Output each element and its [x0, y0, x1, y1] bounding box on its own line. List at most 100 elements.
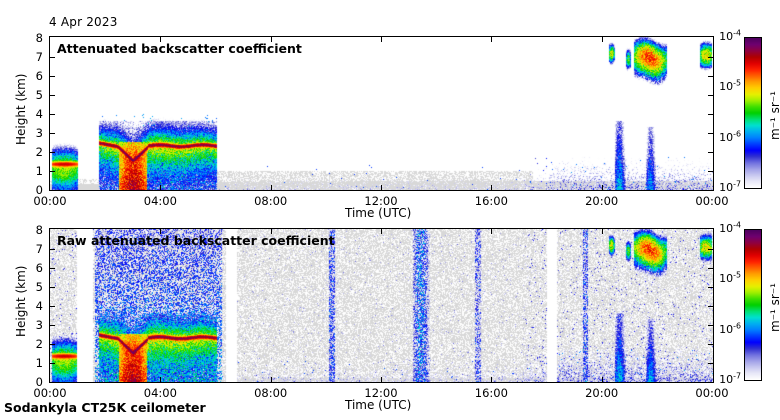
x-tick-bottom	[270, 185, 272, 190]
x-tick-label: 00:00	[695, 194, 729, 208]
x-tick-label: 20:00	[585, 194, 619, 208]
y-tick-right	[708, 76, 713, 77]
y-tick-left	[50, 57, 55, 58]
y-tick-left	[50, 268, 55, 269]
y-tick-right	[708, 171, 713, 172]
x-tick-top	[381, 229, 382, 234]
raw-attenuated-backscatter-heatmap	[50, 229, 713, 382]
y-tick-label: 6	[35, 69, 43, 83]
colorbar-tick-label: 10-4	[719, 220, 741, 235]
y-tick-label: 4	[35, 299, 43, 313]
x-tick-bottom	[160, 185, 162, 190]
y-tick-label: 7	[35, 242, 43, 256]
colorbar-tick-label: 10-6	[719, 321, 741, 336]
x-tick-top	[270, 37, 272, 42]
x-tick-top	[601, 37, 603, 42]
x-tick-top	[160, 37, 162, 42]
panel-title-raw: Raw attenuated backscatter coefficient	[57, 233, 335, 248]
y-tick-right	[708, 268, 713, 269]
y-tick-right	[708, 133, 713, 134]
y-tick-label: 1	[35, 356, 43, 370]
y-tick-left	[50, 152, 55, 153]
y-tick-label: 2	[35, 337, 43, 351]
x-tick-label: 16:00	[474, 386, 508, 400]
y-tick-label: 0	[35, 183, 43, 197]
x-tick-top	[491, 37, 493, 42]
colorbar-tick-label: 10-4	[719, 28, 741, 43]
x-tick-label: 00:00	[33, 194, 67, 208]
x-tick-label: 12:00	[364, 194, 398, 208]
y-tick-label: 5	[35, 88, 43, 102]
panel-title-attenuated: Attenuated backscatter coefficient	[57, 41, 302, 56]
station-label: Sodankyla CT25K ceilometer	[4, 400, 206, 415]
x-tick-label: 00:00	[33, 386, 67, 400]
x-tick-label: 12:00	[364, 386, 398, 400]
y-tick-label: 4	[35, 107, 43, 121]
y-tick-right	[708, 306, 713, 307]
colorbar-tick-label: 10-7	[719, 371, 741, 386]
x-tick-bottom	[601, 377, 603, 382]
y-tick-left	[50, 306, 55, 307]
x-tick-label: 00:00	[695, 386, 729, 400]
y-tick-label: 3	[35, 318, 43, 332]
y-tick-label: 0	[35, 375, 43, 389]
y-tick-left	[50, 325, 55, 326]
colorbar-unit-text-top: m⁻¹ sr⁻¹	[768, 91, 780, 140]
y-tick-left	[50, 171, 55, 172]
y-tick-left	[50, 363, 55, 364]
colorbar-unit-text-bottom: m⁻¹ sr⁻¹	[768, 283, 780, 332]
date-label: 4 Apr 2023	[49, 15, 118, 29]
y-tick-left	[50, 114, 55, 115]
colorbar-gradient-top	[745, 38, 761, 188]
x-tick-top	[601, 229, 603, 234]
y-tick-left	[50, 133, 55, 134]
x-tick-bottom	[160, 377, 162, 382]
y-tick-right	[708, 249, 713, 250]
y-tick-left	[50, 344, 55, 345]
y-tick-label: 7	[35, 50, 43, 64]
y-tick-label: 5	[35, 280, 43, 294]
x-axis-label-bottom: Time (UTC)	[345, 398, 412, 412]
x-tick-top	[270, 229, 272, 234]
colorbar-bottom	[744, 229, 762, 381]
y-axis-label-top: Height (km)	[14, 73, 28, 145]
x-tick-bottom	[491, 377, 493, 382]
panel-attenuated-backscatter-plot[interactable]	[49, 36, 714, 191]
y-tick-label: 2	[35, 145, 43, 159]
x-tick-bottom	[491, 185, 493, 190]
x-tick-bottom	[601, 185, 603, 190]
x-tick-top	[381, 37, 382, 42]
x-tick-bottom	[381, 377, 382, 382]
y-tick-left	[50, 287, 55, 288]
y-tick-label: 8	[35, 31, 43, 45]
colorbar-unit-label-bottom: m⁻¹ sr⁻¹	[768, 283, 780, 332]
x-tick-label: 20:00	[585, 386, 619, 400]
colorbar-tick-label: 10-5	[719, 78, 741, 94]
attenuated-backscatter-heatmap	[50, 37, 713, 190]
y-axis-label-bottom: Height (km)	[14, 265, 28, 337]
x-axis-label-top: Time (UTC)	[345, 206, 412, 220]
y-tick-label: 3	[35, 126, 43, 140]
panel-raw-attenuated-backscatter-plot[interactable]	[49, 228, 714, 383]
colorbar-tick-label: 10-7	[719, 179, 741, 194]
x-tick-top	[160, 229, 162, 234]
y-tick-right	[708, 344, 713, 345]
y-tick-label: 1	[35, 164, 43, 178]
x-tick-label: 16:00	[474, 194, 508, 208]
y-tick-right	[708, 363, 713, 364]
y-tick-right	[708, 57, 713, 58]
y-tick-right	[708, 325, 713, 326]
y-tick-right	[708, 287, 713, 288]
y-tick-label: 6	[35, 261, 43, 275]
y-tick-left	[50, 249, 55, 250]
y-tick-left	[50, 76, 55, 77]
x-tick-label: 04:00	[143, 386, 177, 400]
colorbar-unit-label-top: m⁻¹ sr⁻¹	[768, 91, 780, 140]
colorbar-gradient-bottom	[745, 230, 761, 380]
x-tick-label: 08:00	[254, 194, 288, 208]
x-tick-label: 08:00	[254, 386, 288, 400]
y-tick-label: 8	[35, 223, 43, 237]
colorbar-tick-label: 10-5	[719, 270, 741, 286]
x-tick-label: 04:00	[143, 194, 177, 208]
colorbar-tick-label: 10-6	[719, 129, 741, 144]
